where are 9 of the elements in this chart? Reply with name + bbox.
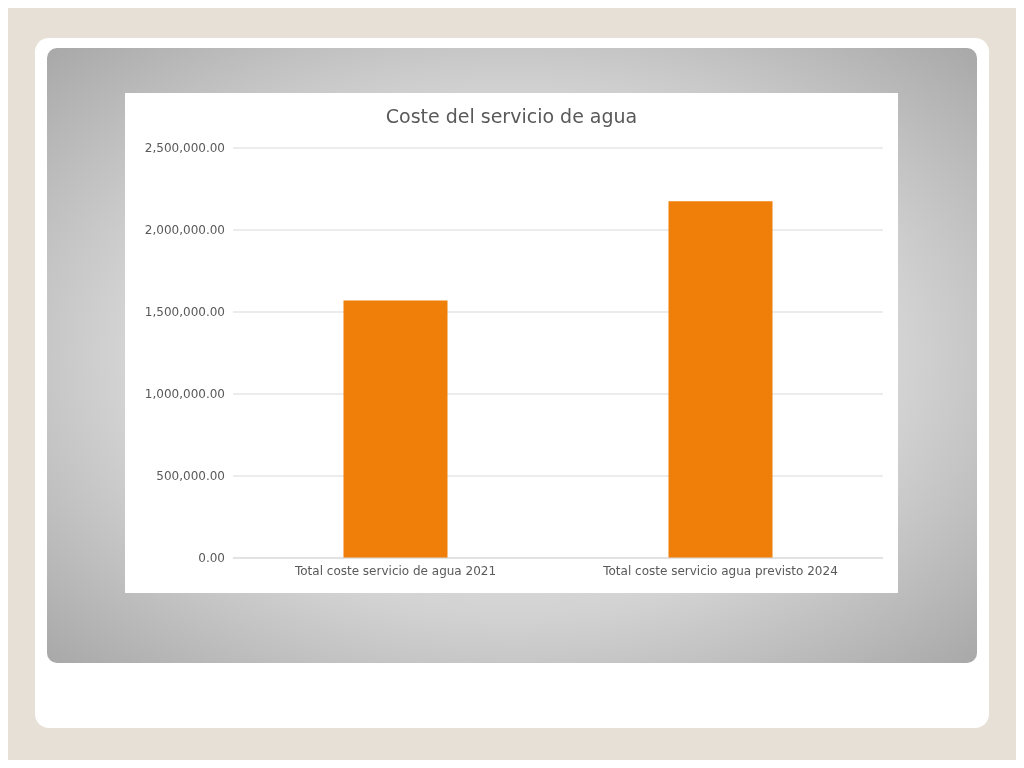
x-tick-label: Total coste servicio agua previsto 2024	[602, 563, 838, 578]
chart-title: Coste del servicio de agua	[384, 105, 639, 129]
y-tick-label: 500,000.00	[156, 469, 225, 484]
y-tick-label: 2,000,000.00	[144, 223, 225, 238]
x-tick-label: Total coste servicio de agua 2021	[293, 563, 497, 578]
y-tick-label: 0.00	[198, 551, 225, 566]
y-tick-label: 1,000,000.00	[144, 387, 225, 402]
y-tick-label: 2,500,000.00	[144, 141, 225, 156]
y-tick-label: 1,500,000.00	[144, 305, 225, 320]
